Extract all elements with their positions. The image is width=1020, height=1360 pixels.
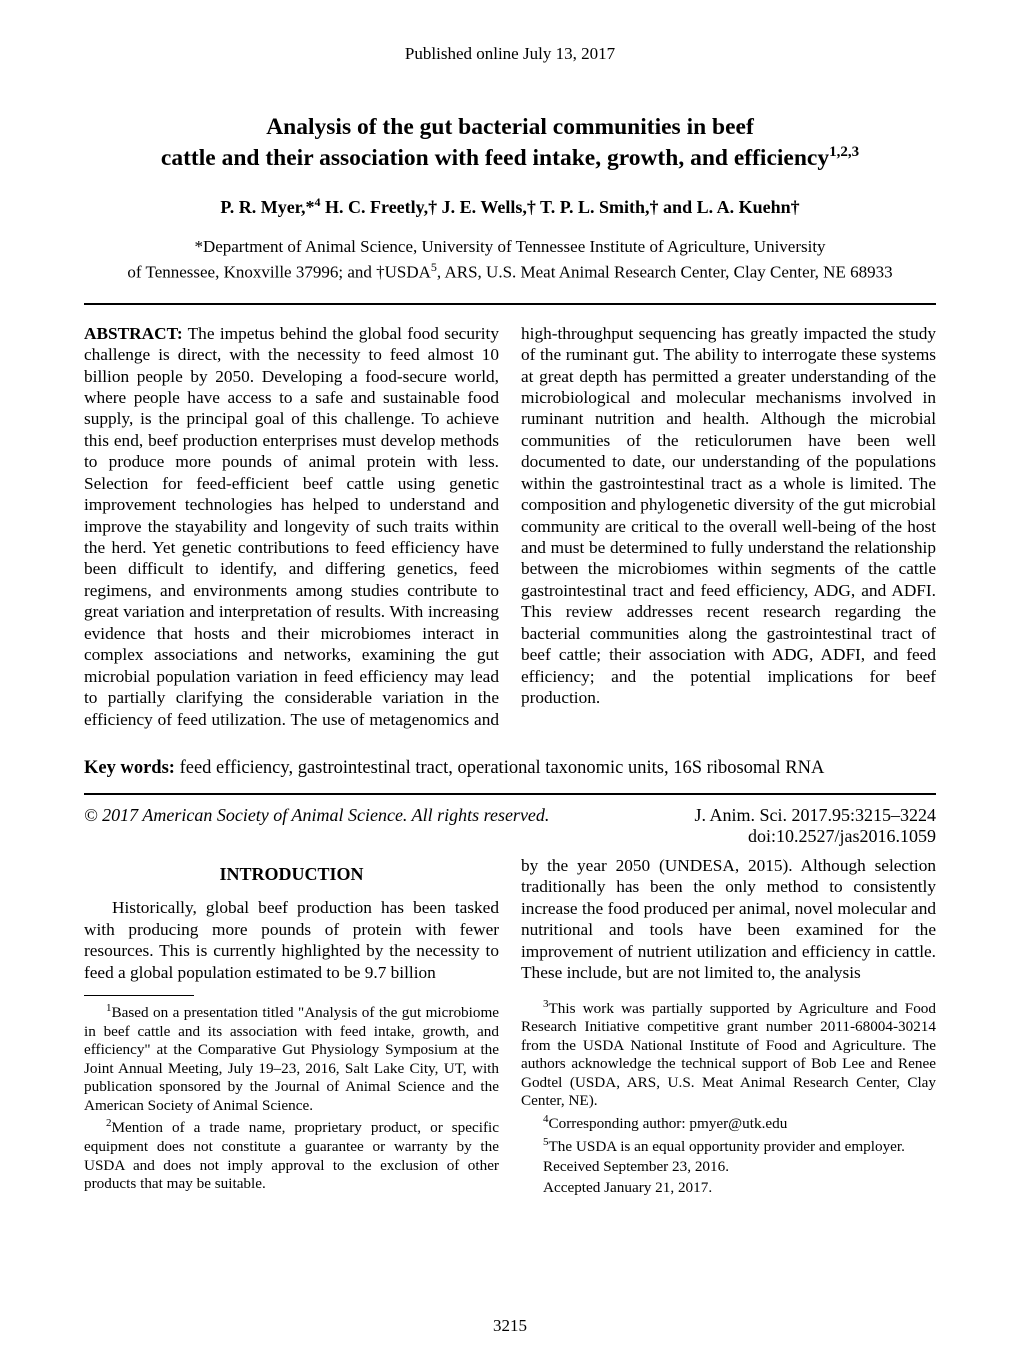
fn-rec-text: Received September 23, 2016. (543, 1158, 729, 1175)
affil-line2-post: , ARS, U.S. Meat Animal Research Center,… (437, 263, 893, 282)
footnote-1: 1Based on a presentation titled "Analysi… (84, 1002, 499, 1115)
footnotes-left: 1Based on a presentation titled "Analysi… (84, 1002, 499, 1194)
abstract-label: ABSTRACT: (84, 324, 183, 343)
keywords-label: Key words: (84, 758, 175, 778)
footnote-3: 3This work was partially supported by Ag… (521, 998, 936, 1111)
footnote-rule-left (84, 995, 194, 996)
abstract-text: The impetus behind the global food secur… (84, 324, 936, 729)
article-title: Analysis of the gut bacterial communitie… (84, 112, 936, 173)
intro-para-1: Historically, global beef production has… (84, 897, 499, 983)
body-columns: INTRODUCTION Historically, global beef p… (84, 855, 936, 1197)
copyright: © 2017 American Society of Animal Scienc… (84, 805, 549, 847)
keywords: Key words: feed efficiency, gastrointest… (84, 744, 936, 793)
title-sup: 1,2,3 (829, 144, 859, 160)
footnote-5: 5The USDA is an equal opportunity provid… (521, 1136, 936, 1157)
authors: P. R. Myer,*4 H. C. Freetly,† J. E. Well… (84, 195, 936, 218)
fn1-text: Based on a presentation titled "Analysis… (84, 1004, 499, 1114)
title-line2: cattle and their association with feed i… (161, 145, 829, 171)
intro-heading: INTRODUCTION (84, 863, 499, 885)
affil-line1: *Department of Animal Science, Universit… (194, 237, 825, 256)
affil-line2-pre: of Tennessee, Knoxville 37996; and †USDA (127, 263, 431, 282)
fn2-text: Mention of a trade name, proprietary pro… (84, 1119, 499, 1192)
abstract: ABSTRACT: The impetus behind the global … (84, 323, 936, 730)
fn3-text: This work was partially supported by Agr… (521, 1000, 936, 1110)
page-number: 3215 (0, 1316, 1020, 1336)
footnote-2: 2Mention of a trade name, proprietary pr… (84, 1117, 499, 1193)
citation-row: © 2017 American Society of Animal Scienc… (84, 795, 936, 847)
journal-citation: J. Anim. Sci. 2017.95:3215–3224 (694, 805, 936, 826)
footnotes-right: 3This work was partially supported by Ag… (521, 998, 936, 1198)
title-line1: Analysis of the gut bacterial communitie… (266, 114, 754, 140)
fn5-text: The USDA is an equal opportunity provide… (549, 1138, 905, 1155)
fn-acc-text: Accepted January 21, 2017. (543, 1179, 712, 1196)
footnote-accepted: Accepted January 21, 2017. (521, 1179, 936, 1198)
published-online: Published online July 13, 2017 (84, 44, 936, 64)
citation-right: J. Anim. Sci. 2017.95:3215–3224 doi:10.2… (694, 805, 936, 847)
footnote-4: 4Corresponding author: pmyer@utk.edu (521, 1113, 936, 1134)
fn4-text: Corresponding author: pmyer@utk.edu (549, 1115, 788, 1132)
doi: doi:10.2527/jas2016.1059 (694, 826, 936, 847)
keywords-text: feed efficiency, gastrointestinal tract,… (175, 758, 824, 778)
footnote-received: Received September 23, 2016. (521, 1158, 936, 1177)
affiliations: *Department of Animal Science, Universit… (84, 236, 936, 285)
intro-para-1-cont: by the year 2050 (UNDESA, 2015). Althoug… (521, 855, 936, 984)
